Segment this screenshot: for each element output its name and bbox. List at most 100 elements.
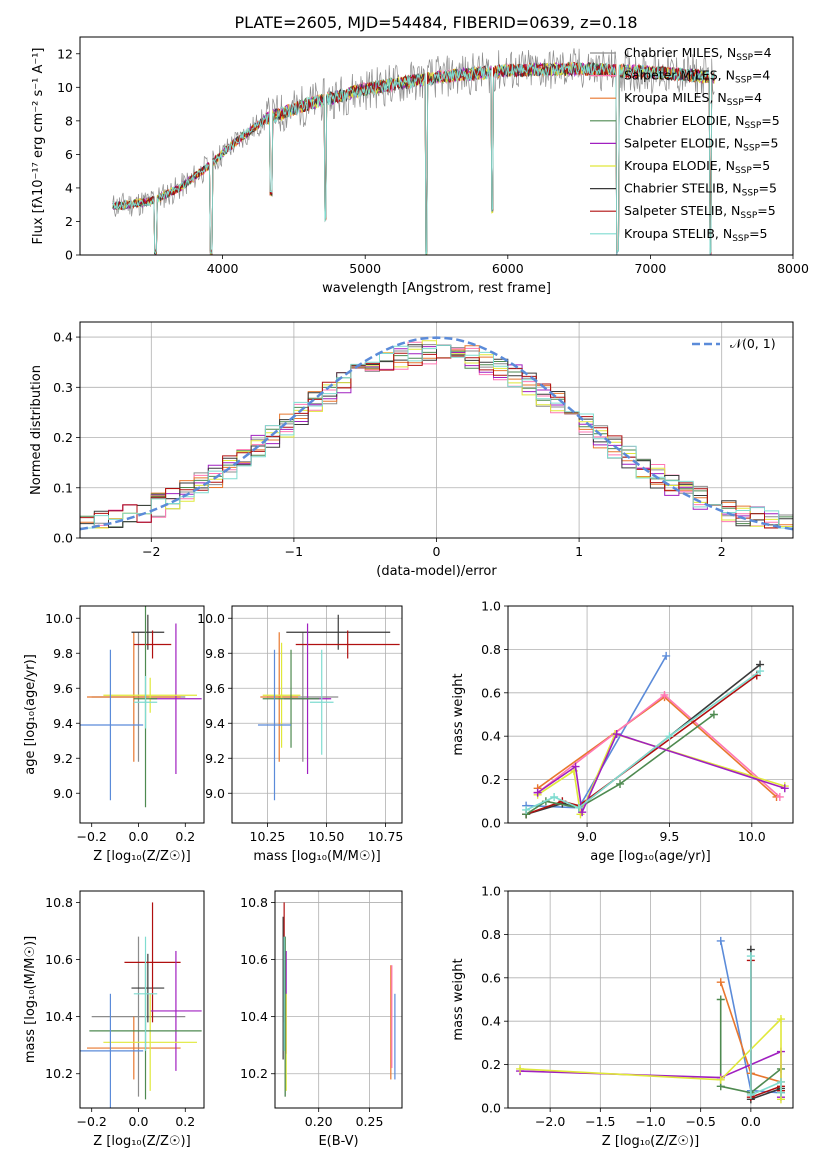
x-axis-label: Z [log₁₀(Z/Z☉)]	[602, 1134, 699, 1149]
x-tick-label: 8000	[777, 261, 809, 276]
series-line	[537, 693, 781, 798]
data-point-marker	[516, 1064, 525, 1073]
y-tick-label: 10.6	[45, 952, 73, 967]
x-tick-label: 10.50	[309, 829, 345, 844]
data-point-marker	[578, 808, 587, 817]
data-point-marker	[665, 732, 674, 741]
x-axis-label: Z [log₁₀(Z/Z☉)]	[93, 1134, 190, 1149]
data-point-marker	[522, 805, 531, 814]
y-tick-label: 6	[65, 147, 73, 162]
x-tick-label: 4000	[207, 261, 239, 276]
y-tick-label: 9.2	[205, 751, 225, 766]
y-tick-label: 9.6	[53, 681, 73, 696]
y-tick-label: 8	[65, 113, 73, 128]
x-tick-label: −2.0	[535, 1114, 565, 1129]
x-tick-label: 9.0	[577, 829, 597, 844]
y-tick-label: 9.0	[205, 786, 225, 801]
x-tick-label: 9.5	[659, 829, 679, 844]
y-tick-label: 0.4	[53, 330, 73, 345]
legend-entry-label: Chabrier STELIB, NSSP=5	[624, 181, 777, 199]
plot-area	[516, 936, 785, 1104]
histogram-kroupa-stelib	[80, 344, 793, 529]
data-point-marker	[776, 1015, 785, 1024]
data-point-marker	[746, 1090, 755, 1099]
x-tick-label: 0.20	[305, 1114, 333, 1129]
x-axis-label: (data-model)/error	[376, 564, 497, 579]
data-point-marker	[780, 784, 789, 793]
series-line	[719, 999, 782, 1094]
legend-entry-label: Chabrier MILES, NSSP=4	[624, 45, 772, 63]
y-tick-label: 0.0	[481, 816, 501, 831]
y-tick-label: 9.8	[205, 646, 225, 661]
panel-weight-vs-age: 9.0 9.5 10.0 0.0 0.2 0.4 0.6 0.8 1.0 age [log₁₀(a…	[451, 599, 794, 864]
data-point-marker	[574, 803, 583, 812]
y-tick-label: 0.4	[481, 1014, 501, 1029]
x-tick-label: −0.2	[77, 1114, 107, 1129]
x-tick-label: 0	[433, 544, 441, 559]
y-tick-label: 4	[65, 180, 73, 195]
legend-entry-label: Kroupa ELODIE, NSSP=5	[624, 158, 770, 176]
legend-entry-label: Salpeter STELIB, NSSP=5	[624, 203, 776, 221]
x-axis-label: age [log₁₀(age/yr)]	[590, 849, 711, 864]
data-point-marker	[716, 995, 725, 1004]
y-tick-label: 0.2	[481, 1057, 501, 1072]
y-tick-label: 10.0	[45, 611, 73, 626]
y-tick-label: 0.1	[53, 480, 73, 495]
y-tick-label: 9.4	[205, 716, 225, 731]
legend-label: 𝒩(0, 1)	[730, 336, 776, 351]
x-axis-label: wavelength [Angstrom, rest frame]	[322, 281, 551, 296]
gaussian-curve	[80, 336, 793, 531]
plot-area	[522, 651, 789, 819]
plot-area	[257, 614, 400, 801]
x-tick-label: 0.25	[356, 1114, 384, 1129]
data-point-marker	[660, 690, 669, 699]
y-tick-label: 0.2	[481, 772, 501, 787]
y-axis-label: Flux [fλ10⁻¹⁷ erg cm⁻² s⁻¹ A⁻¹]	[31, 48, 46, 245]
legend-entry-label: Kroupa MILES, NSSP=4	[624, 90, 762, 108]
y-tick-label: 0	[65, 248, 73, 263]
panel-age-vs-mass: 10.25 10.50 10.75 9.0 9.2 9.4 9.6 9.8 10.0 mass […	[197, 605, 403, 864]
x-tick-label: −2	[142, 544, 160, 559]
y-tick-label: 0.0	[53, 531, 73, 546]
x-tick-label: 1	[575, 544, 583, 559]
y-tick-label: 0.3	[53, 380, 73, 395]
plot-area	[80, 902, 202, 1108]
y-axis-label: age [log₁₀(age/yr)]	[23, 654, 38, 775]
y-tick-label: 10	[57, 80, 73, 95]
x-tick-label: 0.0	[129, 1114, 149, 1129]
y-tick-label: 1.0	[481, 884, 501, 899]
y-tick-label: 9.4	[53, 716, 73, 731]
data-point-marker	[716, 936, 725, 945]
y-axis-label: mass weight	[451, 958, 466, 1040]
data-point-marker	[775, 792, 784, 801]
y-tick-label: 9.0	[53, 786, 73, 801]
x-tick-label: −1.5	[585, 1114, 615, 1129]
x-tick-label: 5000	[349, 261, 381, 276]
data-point-marker	[776, 1077, 785, 1086]
y-tick-label: 10.4	[240, 1009, 268, 1024]
series-line	[525, 663, 761, 816]
y-tick-label: 10.0	[197, 611, 225, 626]
y-tick-label: 10.2	[45, 1066, 73, 1081]
y-tick-label: 2	[65, 214, 73, 229]
y-tick-label: 0.0	[481, 1101, 501, 1116]
data-point-marker	[533, 788, 542, 797]
y-tick-label: 12	[57, 46, 73, 61]
axes-frame	[507, 890, 794, 1109]
series-line	[750, 960, 782, 1099]
plot-area	[80, 336, 793, 531]
y-tick-label: 10.6	[240, 952, 268, 967]
y-tick-label: 0.8	[481, 642, 501, 657]
panel-mass-vs-Z: −0.2 0.0 0.2 10.2 10.4 10.6 10.8 Z [log₁₀(Z/Z☉)…	[23, 890, 205, 1149]
series-line	[525, 674, 758, 816]
series-line	[750, 956, 782, 1097]
x-axis-label: E(B-V)	[318, 1134, 358, 1149]
data-point-marker	[776, 1088, 785, 1097]
axes-frame	[507, 605, 794, 824]
y-tick-label: 0.8	[481, 927, 501, 942]
data-point-marker	[756, 667, 765, 676]
y-tick-label: 0.4	[481, 729, 501, 744]
plot-area	[80, 606, 202, 808]
y-tick-label: 10.4	[45, 1009, 73, 1024]
y-tick-label: 1.0	[481, 599, 501, 614]
